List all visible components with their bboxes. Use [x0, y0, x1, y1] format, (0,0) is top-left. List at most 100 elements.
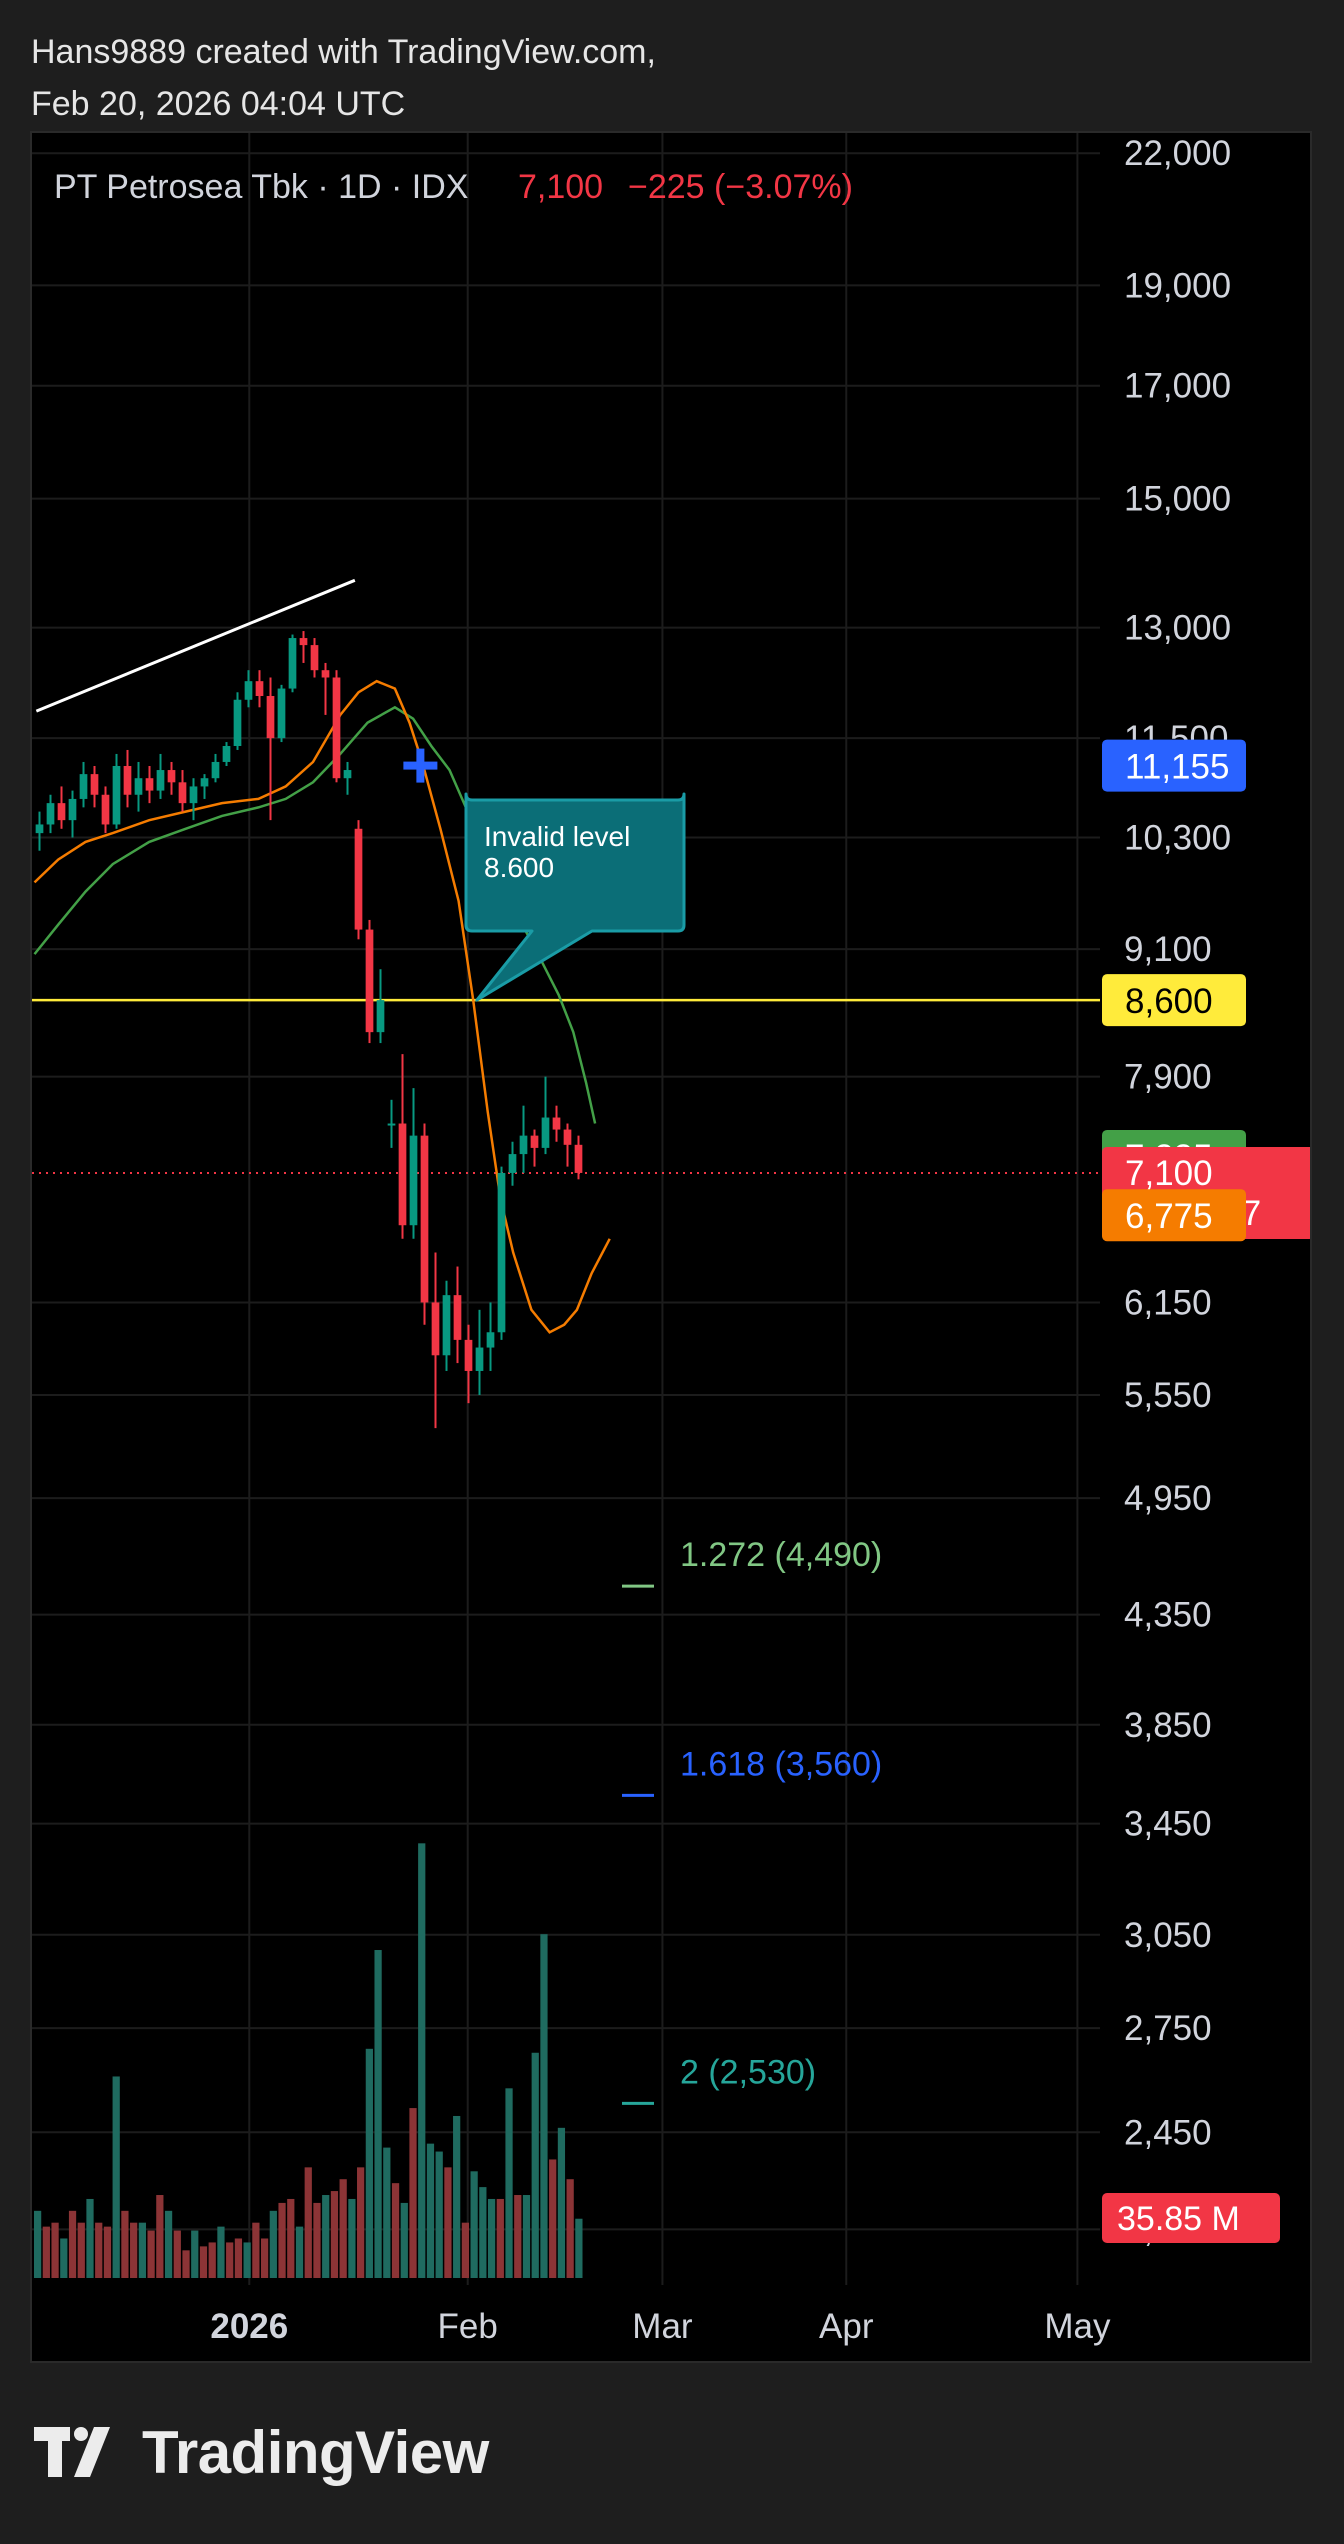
candle-body — [90, 774, 99, 795]
volume-bar — [34, 2210, 42, 2278]
y-tick-label: 9,100 — [1124, 930, 1212, 969]
candle — [68, 790, 77, 838]
y-tick-label: 4,950 — [1124, 1479, 1212, 1518]
candle — [277, 684, 286, 743]
callout-line1: Invalid level — [484, 821, 630, 852]
candle — [189, 778, 198, 821]
volume-bar — [391, 2183, 400, 2278]
candle — [409, 1088, 418, 1239]
candle — [79, 761, 88, 808]
volume-bar — [304, 2167, 312, 2278]
volume-bar — [339, 2179, 347, 2278]
candle — [244, 670, 253, 708]
y-tick-label: 3,850 — [1124, 1706, 1212, 1745]
volume-bar — [357, 2167, 365, 2278]
volume-bar — [60, 2238, 68, 2278]
price-badge: 35.85 M — [1102, 2193, 1280, 2243]
fib-level-label: 2 (2,530) — [680, 2053, 816, 2091]
volume-bar — [147, 2230, 155, 2278]
volume-bar — [77, 2222, 85, 2278]
candle-body — [233, 699, 242, 747]
candle — [200, 774, 209, 799]
price-badge-label: 7,100 — [1125, 1154, 1213, 1193]
candle — [431, 1252, 440, 1429]
tradingview-brand-text: TradingView — [142, 2419, 489, 2486]
volume-bars — [34, 1843, 583, 2278]
volume-bar — [322, 2195, 330, 2278]
candle-body — [310, 645, 319, 671]
price-badge-bg — [1102, 1189, 1246, 1242]
volume-bar — [199, 2246, 208, 2278]
volume-bar — [514, 2195, 522, 2278]
candle-body — [288, 638, 297, 689]
volume-bar — [86, 2198, 94, 2278]
fib-level: 2 (2,530) — [622, 2053, 816, 2105]
price-badge: 6,775 — [1102, 1189, 1246, 1242]
candle — [90, 765, 99, 808]
volume-bar — [269, 2210, 277, 2278]
volume-bar — [68, 2210, 77, 2278]
volume-bar — [365, 2048, 373, 2278]
candle-body — [376, 1000, 385, 1033]
volume-bar — [540, 1934, 548, 2278]
candle-body — [35, 824, 44, 834]
candle-body — [222, 746, 231, 762]
volume-bar — [217, 2226, 225, 2278]
chart-header: Hans9889 created with TradingView.com, F… — [31, 26, 656, 130]
volume-bar — [182, 2250, 190, 2278]
candle-body — [453, 1295, 462, 1340]
candle — [178, 770, 187, 812]
candle — [442, 1280, 451, 1371]
candle — [123, 749, 132, 808]
y-tick-label: 2,750 — [1124, 2009, 1212, 2048]
y-tick-label: 6,150 — [1124, 1283, 1212, 1322]
chart-legend: PT Petrosea Tbk · 1D · IDX 7,100 −225 (−3.… — [54, 168, 853, 206]
candle-body — [101, 794, 110, 825]
candle-body — [112, 765, 121, 825]
candle-body — [321, 670, 330, 678]
price-badge-label: 11,155 — [1125, 748, 1229, 787]
candle — [46, 794, 55, 834]
fib-level: 1.618 (3,560) — [622, 1745, 882, 1797]
candle — [101, 786, 110, 834]
volume-bar — [479, 2187, 487, 2278]
candle — [167, 761, 176, 795]
volume-bar — [164, 2210, 173, 2278]
y-tick-label: 13,000 — [1124, 609, 1231, 648]
price-badge-bg — [1102, 974, 1246, 1027]
volume-bar — [112, 2076, 120, 2278]
volume-bar — [566, 2179, 574, 2278]
candle-body — [79, 774, 88, 799]
volume-bar — [260, 2238, 269, 2278]
volume-bar — [531, 2052, 539, 2278]
volume-bar — [95, 2222, 103, 2278]
candle — [365, 919, 374, 1044]
volume-bar — [487, 2198, 496, 2278]
candle-body — [68, 798, 77, 821]
volume-bar — [400, 2202, 408, 2278]
candle — [156, 753, 165, 799]
candle — [574, 1135, 583, 1180]
candle-body — [519, 1135, 528, 1155]
volume-bar — [383, 2147, 391, 2278]
candle — [57, 786, 66, 829]
y-tick-label: 2,450 — [1124, 2113, 1212, 2152]
candle — [266, 677, 275, 821]
candle-body — [255, 681, 264, 697]
header-date-line: Feb 20, 2026 04:04 UTC — [31, 85, 406, 123]
candle-body — [354, 828, 363, 930]
candle-body — [486, 1332, 495, 1348]
marker-cross-icon — [403, 748, 438, 783]
price-badge-label: 6,775 — [1125, 1197, 1213, 1236]
y-tick-label: 3,450 — [1124, 1805, 1212, 1844]
candle-body — [431, 1302, 440, 1356]
moving-average-orange — [33, 679, 611, 1334]
candle — [541, 1076, 550, 1155]
chart-panel[interactable]: Invalid level 8.600 1.272 (4,490) 1.618 (3,… — [30, 131, 1312, 2363]
volume-bar — [103, 2226, 112, 2278]
candle-body — [563, 1129, 572, 1145]
x-tick-label: Mar — [632, 2307, 693, 2346]
candle-body — [497, 1172, 506, 1333]
candle — [486, 1302, 495, 1371]
